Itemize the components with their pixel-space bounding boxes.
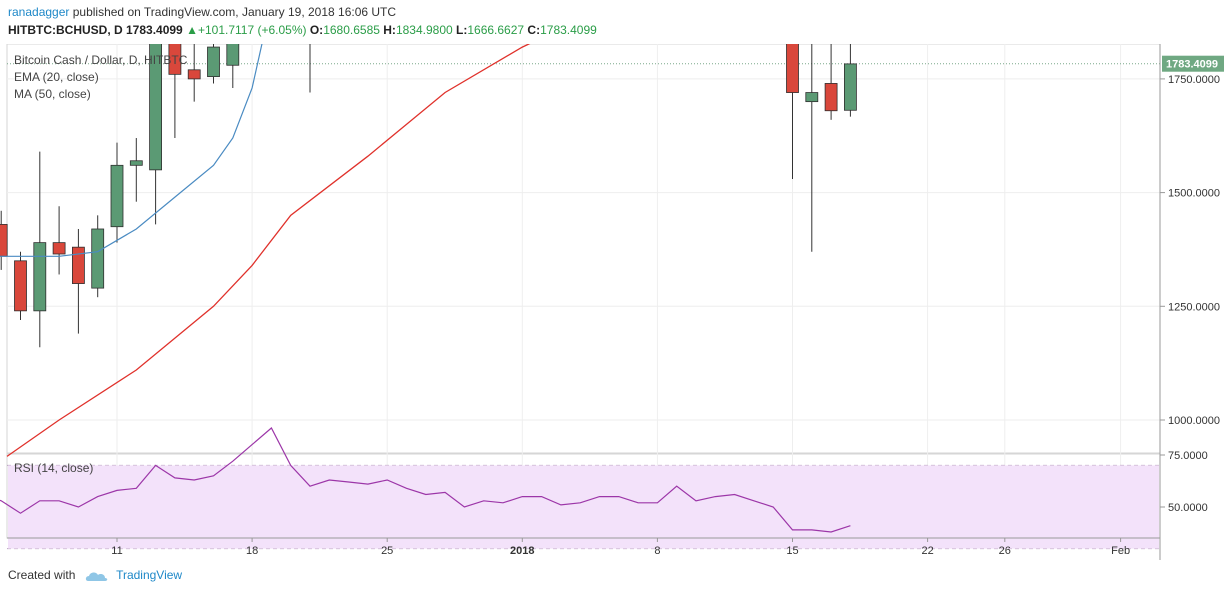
y-tick-label: 1500.0000 bbox=[1168, 188, 1220, 200]
symbol-label: HITBTC:BCHUSD, D bbox=[8, 23, 123, 37]
candle-body bbox=[14, 260, 27, 312]
tradingview-link[interactable]: TradingView bbox=[116, 568, 183, 582]
x-tick-label: 11 bbox=[111, 545, 122, 557]
created-with-text: Created with bbox=[8, 568, 76, 582]
price-pane-frame bbox=[6, 44, 1161, 454]
candle-body bbox=[226, 44, 240, 66]
candle bbox=[187, 44, 201, 102]
candle bbox=[824, 44, 838, 120]
horizontal-levels bbox=[7, 63, 1160, 65]
author-link[interactable]: ranadagger bbox=[8, 5, 70, 19]
ma-line bbox=[6, 44, 531, 457]
y-tick-label: 1000.0000 bbox=[1168, 415, 1220, 427]
publish-header: ranadagger published on TradingView.com,… bbox=[0, 0, 1230, 44]
candle bbox=[72, 228, 85, 334]
rsi-legend: RSI (14, close) bbox=[14, 461, 94, 475]
tradingview-cloud-icon bbox=[85, 572, 107, 581]
candle bbox=[844, 44, 857, 117]
candle bbox=[129, 138, 143, 202]
y-tick-label: 1250.0000 bbox=[1168, 301, 1220, 313]
candle-body bbox=[786, 44, 799, 93]
publish-line: ranadagger published on TradingView.com,… bbox=[8, 5, 396, 19]
x-tick-label: 26 bbox=[999, 545, 1011, 557]
close-label: C: bbox=[527, 23, 541, 37]
footer: Created with TradingView bbox=[8, 568, 182, 582]
x-tick-label: 15 bbox=[786, 545, 798, 557]
candle-body bbox=[824, 83, 838, 112]
candle bbox=[0, 210, 8, 270]
low-value: 1666.6627 bbox=[467, 23, 525, 37]
candle bbox=[33, 151, 47, 348]
chart-title: Bitcoin Cash / Dollar, D, HITBTC bbox=[14, 53, 188, 67]
low-label: L: bbox=[456, 23, 468, 37]
candle bbox=[786, 44, 799, 179]
rsi-tick-label: 75.0000 bbox=[1168, 450, 1208, 462]
candle bbox=[168, 44, 182, 139]
ma-legend: MA (50, close) bbox=[14, 87, 91, 101]
axes: 1000.0000 1250.0000 1500.0000 1750.0000 11 18… bbox=[7, 44, 1220, 560]
candle bbox=[226, 44, 240, 88]
rsi-band bbox=[8, 465, 1159, 549]
candle-body bbox=[844, 63, 857, 111]
high-label: H: bbox=[383, 23, 396, 37]
open-label: O: bbox=[309, 23, 324, 37]
candles bbox=[0, 44, 857, 348]
candle-body bbox=[149, 44, 163, 171]
candle bbox=[110, 142, 124, 243]
candle-body bbox=[207, 46, 220, 78]
candle bbox=[52, 206, 66, 275]
candle-body bbox=[110, 164, 124, 228]
y-tick-label: 1750.0000 bbox=[1168, 74, 1220, 86]
ema-legend: EMA (20, close) bbox=[14, 70, 99, 84]
candle bbox=[91, 215, 105, 298]
rsi-line bbox=[0, 427, 851, 533]
candle bbox=[309, 44, 311, 93]
candle-body bbox=[805, 92, 819, 103]
rsi-tick-label: 50.0000 bbox=[1168, 502, 1208, 514]
close-value: 1783.4099 bbox=[540, 23, 597, 37]
candle-body bbox=[129, 160, 143, 166]
price-change: +101.7117 (+6.05%) bbox=[197, 23, 307, 37]
x-tick-label: 25 bbox=[381, 545, 393, 557]
up-arrow-icon: ▲ bbox=[186, 23, 198, 37]
price-chart[interactable]: 1000.0000 1250.0000 1500.0000 1750.0000 11 18… bbox=[0, 44, 1230, 566]
candle bbox=[14, 251, 27, 320]
candle-body bbox=[72, 246, 85, 284]
candle-body bbox=[33, 242, 47, 312]
high-value: 1834.9800 bbox=[395, 23, 453, 37]
published-text: published on TradingView.com, January 19… bbox=[72, 5, 397, 19]
ema-line bbox=[0, 44, 263, 257]
x-tick-label: 2018 bbox=[510, 545, 534, 557]
x-tick-label: 18 bbox=[246, 545, 258, 557]
price-tags: 2950.00002770.69332291.00002072.68531783… bbox=[1162, 55, 1224, 72]
candle bbox=[207, 44, 220, 84]
x-tick-label: 22 bbox=[921, 545, 933, 557]
candle-body bbox=[52, 242, 66, 255]
candle-body bbox=[187, 69, 201, 80]
open-value: 1680.6585 bbox=[323, 23, 380, 37]
candle bbox=[149, 44, 163, 225]
candle-body bbox=[91, 228, 105, 289]
last-price-tag-label: 1783.4099 bbox=[1166, 59, 1218, 71]
symbol-ohlc-line: HITBTC:BCHUSD, D 1783.4099 ▲+101.7117 (+… bbox=[8, 23, 597, 37]
x-tick-label: 8 bbox=[654, 545, 660, 557]
last-price-tag bbox=[1162, 55, 1224, 72]
candle bbox=[805, 44, 819, 252]
x-tick-label: Feb bbox=[1111, 545, 1130, 557]
candle-body bbox=[168, 44, 182, 75]
candle-body bbox=[0, 224, 8, 257]
last-price: 1783.4099 bbox=[126, 23, 183, 37]
